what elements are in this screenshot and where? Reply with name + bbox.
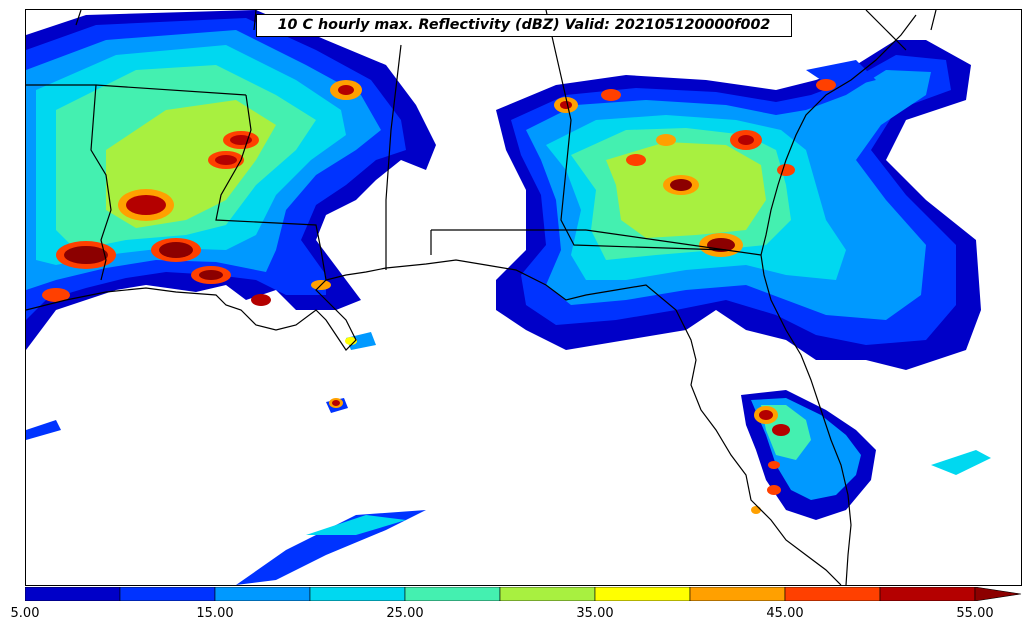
- colorbar-segment: [594, 587, 691, 601]
- colorbar-tick-label: 35.00: [576, 606, 614, 621]
- geographic-boundaries: [26, 10, 937, 585]
- state-border-tn: [75, 10, 937, 31]
- reflectivity-map: [26, 10, 991, 585]
- coastline-gulf: [26, 259, 842, 585]
- coastline-atlantic: [760, 14, 917, 585]
- colorbar-tick-label: 45.00: [766, 606, 804, 621]
- state-border-la-ms: [90, 84, 112, 281]
- colorbar-segment: [784, 587, 881, 601]
- state-border-al-fl: [430, 229, 586, 255]
- echo-streak-ne: [806, 60, 876, 90]
- colorbar-segment: [309, 587, 406, 601]
- colorbar-segment: [119, 587, 216, 601]
- state-border-ms-al-vert: [385, 44, 402, 270]
- intense-cells: [42, 79, 836, 514]
- echo-streak-gulf-3: [26, 420, 61, 440]
- map-panel: [25, 9, 1022, 586]
- echo-streak-gulf-1: [236, 510, 426, 585]
- echo-streak-atlantic: [931, 450, 991, 475]
- state-border-ga-sc: [865, 10, 907, 51]
- reflectivity-field: [26, 10, 991, 585]
- state-border-al-ga: [545, 10, 762, 256]
- colorbar-segment: [25, 587, 121, 601]
- colorbar-tick-label: 5.00: [10, 606, 40, 621]
- colorbar-tick-label: 55.00: [956, 606, 994, 621]
- colorbar-segment: [879, 587, 976, 601]
- colorbar-tick-label: 15.00: [196, 606, 234, 621]
- colorbar: [25, 587, 1022, 601]
- state-border-fl-ga: [585, 229, 727, 251]
- map-title: 10 C hourly max. Reflectivity (dBZ) Vali…: [256, 14, 792, 37]
- colorbar-tick-label: 25.00: [386, 606, 424, 621]
- colorbar-extend-arrow: [974, 587, 1022, 601]
- echo-streak-gulf-2: [306, 515, 406, 535]
- colorbar-segment: [499, 587, 596, 601]
- colorbar-segment: [689, 587, 786, 601]
- colorbar-segment: [214, 587, 311, 601]
- echo-cell-gulf-small-2: [346, 332, 376, 350]
- colorbar-segment: [404, 587, 501, 601]
- state-border-ms-al: [215, 94, 327, 281]
